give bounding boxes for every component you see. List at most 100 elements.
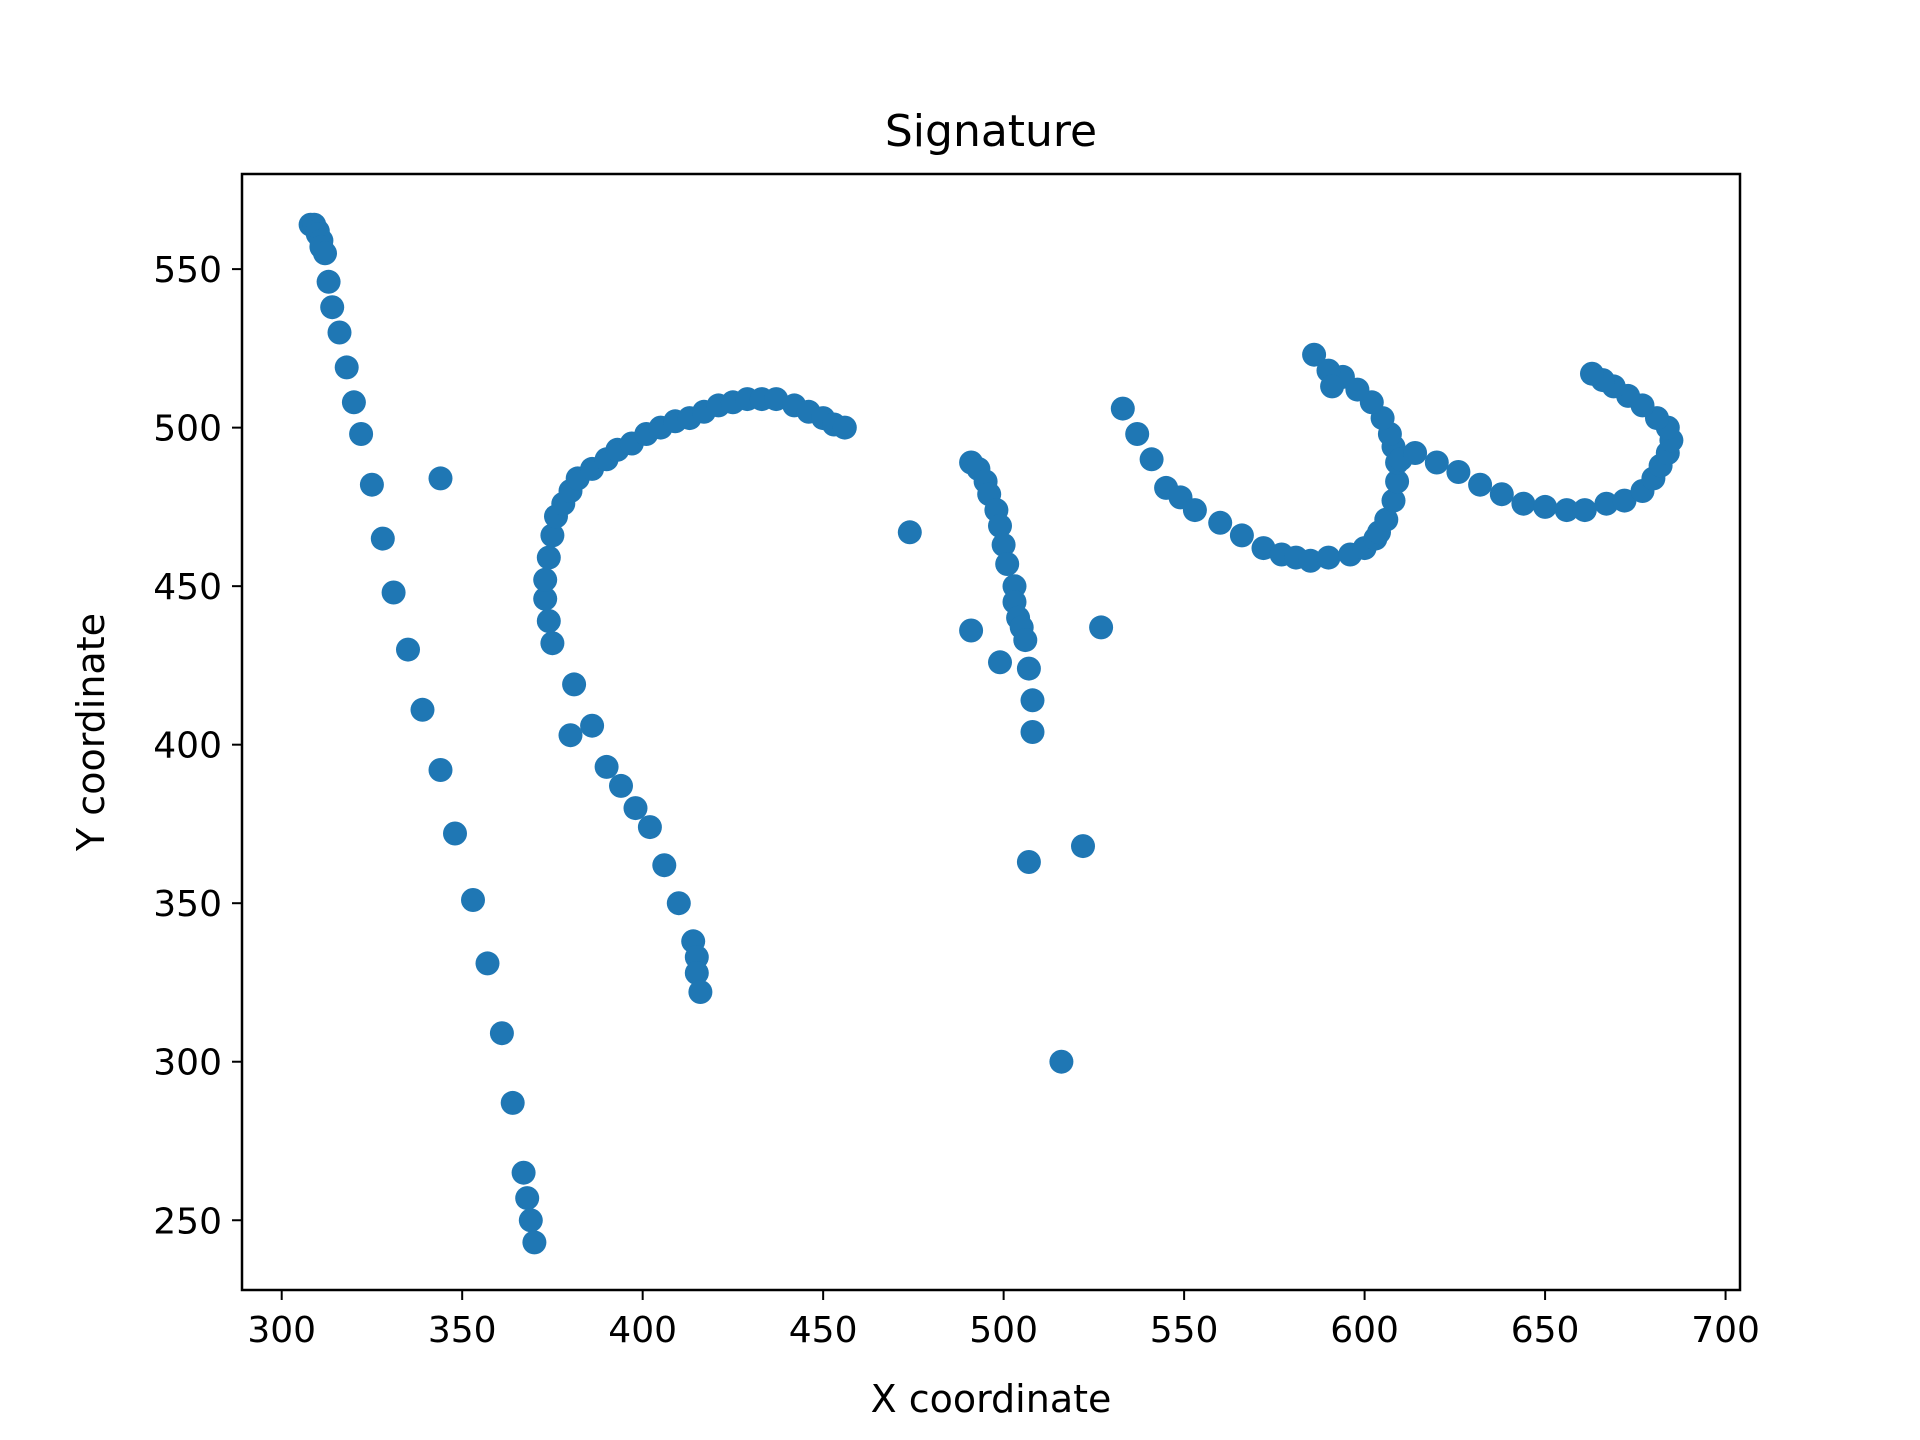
y-tick-label: 500 [153, 409, 222, 450]
data-point [1554, 498, 1579, 523]
data-point [316, 269, 341, 294]
data-point [991, 532, 1016, 557]
y-tick-label: 450 [153, 567, 222, 608]
x-axis-ticks: 300 350 400 450 500 550 600 650 700 [247, 1290, 1760, 1351]
data-point [515, 1186, 540, 1211]
data-point [349, 422, 374, 446]
x-tick-label: 650 [1511, 1310, 1580, 1351]
data-point [1208, 510, 1233, 535]
data-point [536, 609, 561, 633]
y-tick-label: 550 [153, 250, 222, 291]
data-point [609, 773, 633, 798]
data-point [684, 961, 709, 985]
data-point [988, 650, 1012, 675]
data-point [327, 320, 352, 345]
data-point [341, 390, 366, 415]
data-point [396, 637, 420, 662]
data-point [832, 415, 857, 440]
data-point [1424, 450, 1449, 475]
data-point [320, 295, 345, 320]
data-point [562, 672, 587, 697]
data-point [1182, 498, 1207, 523]
data-point [511, 1160, 536, 1185]
data-point [370, 526, 395, 551]
data-point [959, 618, 984, 643]
data-point [1016, 850, 1041, 874]
data-point [652, 853, 677, 878]
data-point [1071, 834, 1095, 859]
data-point [1229, 523, 1254, 548]
plot-frame [240, 172, 1742, 1292]
data-point [1468, 472, 1493, 497]
data-point [1049, 1049, 1074, 1074]
data-point [558, 723, 583, 748]
data-point [1013, 628, 1038, 653]
data-point [428, 758, 453, 782]
data-point [475, 951, 500, 976]
data-point [533, 567, 558, 592]
x-tick-label: 500 [969, 1310, 1038, 1351]
data-point [1511, 491, 1536, 516]
data-point [522, 1230, 547, 1255]
x-tick-label: 300 [247, 1310, 316, 1351]
data-point [500, 1090, 525, 1115]
data-point [334, 355, 359, 380]
data-point [623, 796, 648, 821]
data-point [536, 545, 561, 570]
data-point [428, 466, 453, 491]
data-point [1572, 498, 1597, 523]
data-point [1594, 491, 1619, 516]
x-tick-label: 400 [608, 1310, 677, 1351]
data-point [1298, 548, 1323, 573]
data-point [1446, 460, 1471, 484]
data-point [1020, 688, 1045, 713]
data-point [1316, 545, 1341, 570]
data-point [1489, 482, 1514, 507]
data-point [637, 815, 662, 840]
data-point [1320, 374, 1345, 399]
data-point [1533, 494, 1558, 519]
y-axis-label: Y coordinate [69, 613, 113, 852]
data-point [764, 387, 789, 412]
y-tick-label: 250 [153, 1201, 222, 1242]
data-point [1089, 615, 1114, 640]
data-point [381, 580, 406, 605]
y-axis-ticks: 250 300 350 400 450 500 550 [153, 250, 242, 1242]
x-tick-label: 700 [1691, 1310, 1760, 1351]
data-point [1139, 447, 1164, 472]
x-tick-label: 550 [1150, 1310, 1219, 1351]
chart-title: Signature [885, 106, 1097, 157]
x-tick-label: 600 [1330, 1310, 1399, 1351]
data-point [1374, 507, 1399, 532]
y-tick-label: 300 [153, 1043, 222, 1084]
data-point [489, 1021, 514, 1046]
data-point [359, 472, 384, 497]
data-point [1612, 488, 1637, 513]
data-point [897, 520, 922, 545]
data-point [461, 888, 485, 912]
data-point [1385, 469, 1410, 494]
data-point [1251, 536, 1276, 561]
data-point [533, 586, 558, 611]
data-point [410, 697, 435, 722]
data-point [1580, 361, 1604, 386]
data-point [540, 523, 565, 548]
data-point [1125, 422, 1150, 446]
data-point [1403, 441, 1428, 465]
x-tick-label: 450 [789, 1310, 858, 1351]
y-tick-label: 350 [153, 884, 222, 925]
data-point [540, 631, 565, 656]
data-point [443, 821, 467, 846]
data-point [580, 713, 605, 738]
y-tick-label: 400 [153, 726, 222, 767]
data-point [594, 754, 619, 779]
data-point [688, 980, 713, 1004]
data-point [1302, 342, 1327, 367]
data-point [1110, 396, 1135, 421]
data-point [1020, 720, 1045, 744]
data-point [1381, 488, 1406, 513]
data-point [1016, 656, 1041, 681]
data-point [518, 1208, 543, 1233]
